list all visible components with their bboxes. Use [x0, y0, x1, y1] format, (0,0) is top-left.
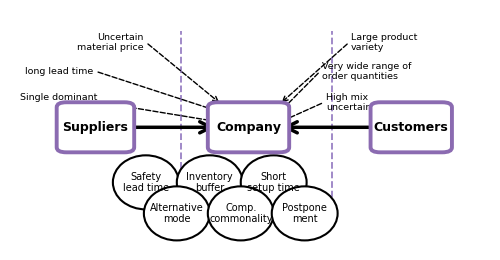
FancyBboxPatch shape [370, 102, 452, 152]
Ellipse shape [272, 186, 338, 240]
Ellipse shape [144, 186, 210, 240]
Text: Uncertain
material price: Uncertain material price [77, 32, 144, 52]
Text: Postpone
ment: Postpone ment [282, 203, 327, 224]
Text: Single dominant
supplier: Single dominant supplier [20, 93, 98, 112]
Ellipse shape [177, 155, 242, 209]
FancyBboxPatch shape [208, 102, 289, 152]
Text: long lead time: long lead time [25, 67, 94, 76]
Ellipse shape [241, 155, 306, 209]
Text: Suppliers: Suppliers [62, 121, 128, 134]
Text: Large product
variety: Large product variety [351, 32, 418, 52]
Text: Company: Company [216, 121, 281, 134]
Text: High mix
uncertainty: High mix uncertainty [326, 93, 381, 112]
Text: Alternative
mode: Alternative mode [150, 203, 204, 224]
Text: Customers: Customers [374, 121, 448, 134]
Text: Inventory
buffer: Inventory buffer [186, 172, 233, 193]
Text: Safety
lead time: Safety lead time [123, 172, 169, 193]
Ellipse shape [113, 155, 179, 209]
FancyBboxPatch shape [56, 102, 134, 152]
Text: Comp.
commonality: Comp. commonality [209, 203, 272, 224]
Text: Short
setup time: Short setup time [248, 172, 300, 193]
Text: Very wide range of
order quantities: Very wide range of order quantities [322, 62, 412, 81]
Ellipse shape [208, 186, 274, 240]
